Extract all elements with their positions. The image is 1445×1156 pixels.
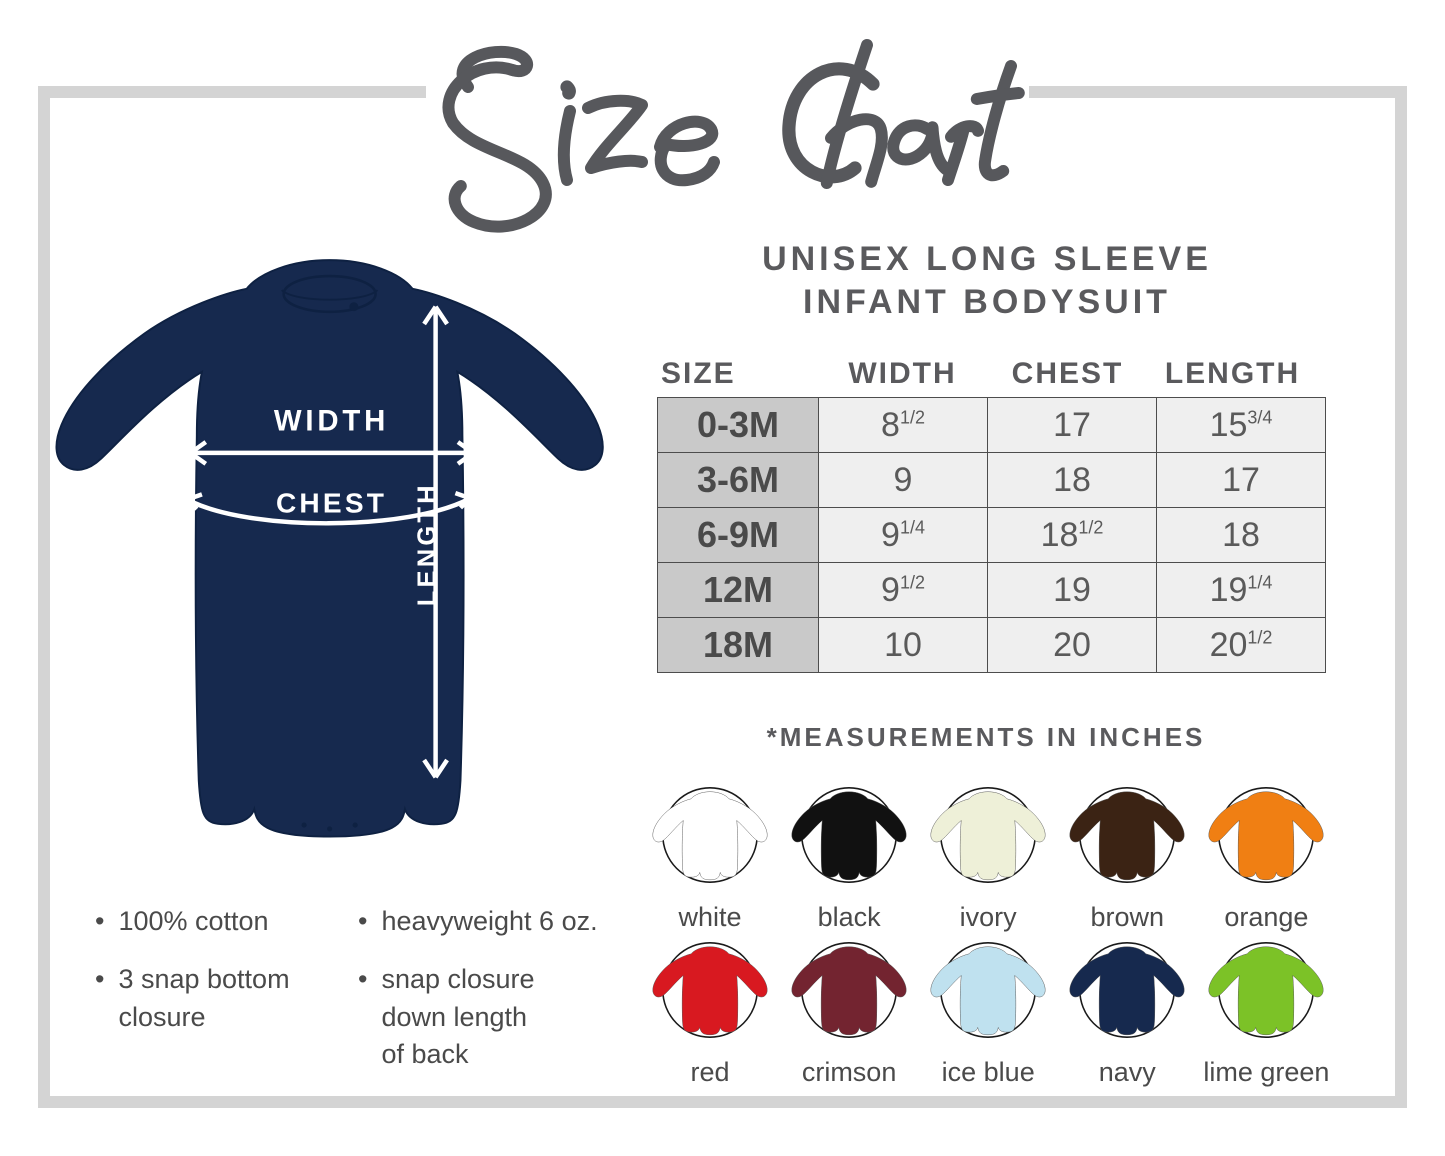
svg-text:WIDTH: WIDTH [274, 405, 389, 438]
svg-text:LENGTH: LENGTH [414, 482, 442, 606]
svg-text:CHEST: CHEST [276, 487, 387, 518]
